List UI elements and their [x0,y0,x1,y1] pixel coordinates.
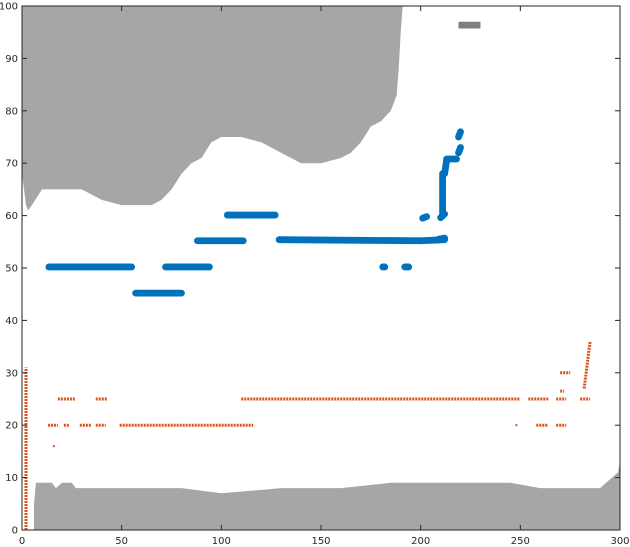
series-2-segment [582,341,592,389]
y-tick-label: 60 [5,211,18,222]
series-1-segment [419,213,431,222]
series-1-segment [435,234,448,243]
x-tick-label: 200 [411,536,430,547]
y-tick-label: 40 [5,316,18,327]
obstacle-top [22,6,403,211]
y-tick-label: 20 [5,421,18,432]
series-1-segment [275,236,425,245]
obstacle-regions [22,6,620,530]
x-tick-label: 100 [212,536,231,547]
x-tick-label: 50 [115,536,128,547]
series-2-point [515,424,518,427]
x-tick-label: 250 [511,536,530,547]
y-tick-label: 50 [5,264,18,275]
y-tick-label: 30 [5,368,18,379]
y-tick-label: 80 [5,106,18,117]
series-1-segment [455,128,464,141]
series-1-segment [455,144,464,157]
y-tick-label: 0 [12,526,18,537]
x-tick-label: 300 [610,536,629,547]
y-tick-label: 70 [5,159,18,170]
y-tick-label: 10 [5,473,18,484]
series-1-segment [441,157,450,178]
series-2-point [52,445,55,448]
trajectory-series [24,128,592,530]
x-tick-label: 0 [19,536,25,547]
x-tick-label: 150 [311,536,330,547]
y-tick-label: 100 [0,2,18,13]
y-tick-label: 90 [5,54,18,65]
obstacle-small [458,21,481,29]
obstacle-bottom [34,461,620,530]
